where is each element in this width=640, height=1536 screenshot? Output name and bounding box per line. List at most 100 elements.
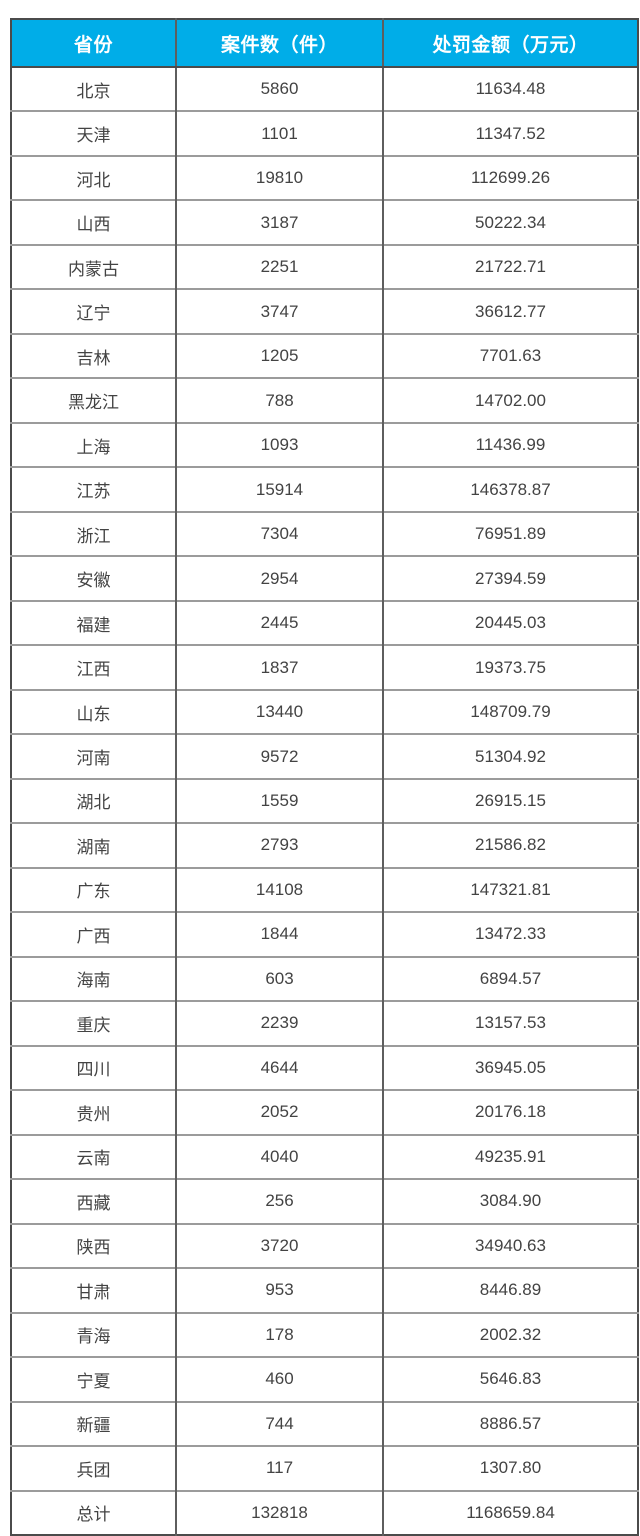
table-row: 广西 1844 13472.33 — [11, 911, 638, 957]
table-row: 重庆 2239 13157.53 — [11, 1000, 638, 1046]
cell-penalty: 21722.71 — [382, 243, 638, 290]
table-row: 海南 603 6894.57 — [11, 955, 638, 1002]
cell-province: 浙江 — [11, 510, 176, 557]
cell-penalty: 1307.80 — [382, 1445, 638, 1491]
cell-cases: 744 — [175, 1400, 383, 1447]
cell-cases: 19810 — [175, 154, 383, 201]
cell-penalty: 21586.82 — [382, 822, 638, 868]
cell-cases: 603 — [175, 955, 383, 1002]
cell-province: 湖南 — [11, 822, 176, 868]
table-row: 河北 19810 112699.26 — [11, 154, 638, 201]
cell-province: 安徽 — [11, 555, 176, 601]
table-row: 吉林 1205 7701.63 — [11, 332, 638, 379]
table-row: 西藏 256 3084.90 — [11, 1178, 638, 1224]
table-row: 江苏 15914 146378.87 — [11, 466, 638, 512]
cell-province: 广东 — [11, 866, 176, 913]
cell-province: 河南 — [11, 733, 176, 779]
cell-cases: 256 — [175, 1178, 383, 1224]
cell-cases: 1093 — [175, 421, 383, 468]
cell-province: 青海 — [11, 1311, 176, 1358]
cell-penalty: 112699.26 — [382, 154, 638, 201]
cell-penalty: 50222.34 — [382, 199, 638, 245]
table-row: 上海 1093 11436.99 — [11, 421, 638, 468]
col-header-province: 省份 — [11, 19, 176, 68]
cell-penalty: 1168659.84 — [382, 1489, 638, 1535]
table-row: 河南 9572 51304.92 — [11, 733, 638, 779]
cell-penalty: 3084.90 — [382, 1178, 638, 1224]
table-row: 陕西 3720 34940.63 — [11, 1222, 638, 1269]
cell-penalty: 11634.48 — [382, 67, 638, 112]
cell-cases: 1559 — [175, 777, 383, 824]
cell-province: 总计 — [11, 1489, 176, 1535]
cell-penalty: 51304.92 — [382, 733, 638, 779]
cell-cases: 2239 — [175, 1000, 383, 1046]
cell-cases: 13440 — [175, 688, 383, 735]
cell-province: 黑龙江 — [11, 377, 176, 423]
cell-province: 湖北 — [11, 777, 176, 824]
cell-penalty: 34940.63 — [382, 1222, 638, 1269]
cell-cases: 3187 — [175, 199, 383, 245]
cell-cases: 3747 — [175, 288, 383, 334]
cell-province: 贵州 — [11, 1089, 176, 1135]
table-row: 湖北 1559 26915.15 — [11, 777, 638, 824]
cell-cases: 7304 — [175, 510, 383, 557]
cell-province: 上海 — [11, 421, 176, 468]
cell-cases: 1844 — [175, 911, 383, 957]
cell-cases: 1837 — [175, 644, 383, 690]
cell-province: 新疆 — [11, 1400, 176, 1447]
table-row: 江西 1837 19373.75 — [11, 644, 638, 690]
cell-penalty: 2002.32 — [382, 1311, 638, 1358]
cell-penalty: 76951.89 — [382, 510, 638, 557]
cell-penalty: 148709.79 — [382, 688, 638, 735]
cell-cases: 132818 — [175, 1489, 383, 1535]
cell-province: 甘肃 — [11, 1267, 176, 1313]
table-row: 安徽 2954 27394.59 — [11, 555, 638, 601]
cell-penalty: 20176.18 — [382, 1089, 638, 1135]
table-row: 兵团 117 1307.80 — [11, 1445, 638, 1491]
cell-penalty: 5646.83 — [382, 1356, 638, 1402]
cell-cases: 2954 — [175, 555, 383, 601]
table-row: 山东 13440 148709.79 — [11, 688, 638, 735]
province-penalty-table-container: 省份 案件数（件） 处罚金额（万元） 北京 5860 11634.48 天津 1101 1… — [10, 18, 639, 1536]
cell-province: 内蒙古 — [11, 243, 176, 290]
col-header-penalty: 处罚金额（万元） — [382, 19, 638, 68]
table-row: 甘肃 953 8446.89 — [11, 1267, 638, 1313]
table-row: 青海 178 2002.32 — [11, 1311, 638, 1358]
cell-province: 重庆 — [11, 1000, 176, 1046]
table-body: 北京 5860 11634.48 天津 1101 11347.52 河北 19810 11269… — [11, 67, 638, 1535]
cell-cases: 460 — [175, 1356, 383, 1402]
cell-cases: 2445 — [175, 599, 383, 646]
cell-cases: 2793 — [175, 822, 383, 868]
cell-cases: 4040 — [175, 1133, 383, 1180]
table-row: 贵州 2052 20176.18 — [11, 1089, 638, 1135]
cell-penalty: 11347.52 — [382, 110, 638, 156]
table-row: 黑龙江 788 14702.00 — [11, 377, 638, 423]
table-row: 四川 4644 36945.05 — [11, 1044, 638, 1091]
cell-cases: 5860 — [175, 67, 383, 112]
cell-penalty: 6894.57 — [382, 955, 638, 1002]
cell-penalty: 36612.77 — [382, 288, 638, 334]
province-penalty-table: 省份 案件数（件） 处罚金额（万元） 北京 5860 11634.48 天津 1101 1… — [10, 18, 639, 1536]
header-row: 省份 案件数（件） 处罚金额（万元） — [11, 19, 638, 68]
table-row: 山西 3187 50222.34 — [11, 199, 638, 245]
col-header-cases: 案件数（件） — [175, 19, 383, 68]
cell-penalty: 26915.15 — [382, 777, 638, 824]
cell-province: 山东 — [11, 688, 176, 735]
table-row: 浙江 7304 76951.89 — [11, 510, 638, 557]
cell-cases: 788 — [175, 377, 383, 423]
cell-province: 天津 — [11, 110, 176, 156]
cell-penalty: 14702.00 — [382, 377, 638, 423]
cell-province: 河北 — [11, 154, 176, 201]
cell-penalty: 49235.91 — [382, 1133, 638, 1180]
total-row: 总计 132818 1168659.84 — [11, 1489, 638, 1535]
cell-cases: 2251 — [175, 243, 383, 290]
cell-province: 北京 — [11, 67, 176, 112]
cell-cases: 15914 — [175, 466, 383, 512]
cell-province: 西藏 — [11, 1178, 176, 1224]
cell-penalty: 13157.53 — [382, 1000, 638, 1046]
cell-penalty: 11436.99 — [382, 421, 638, 468]
cell-penalty: 8886.57 — [382, 1400, 638, 1447]
cell-penalty: 36945.05 — [382, 1044, 638, 1091]
cell-penalty: 7701.63 — [382, 332, 638, 379]
cell-cases: 1205 — [175, 332, 383, 379]
